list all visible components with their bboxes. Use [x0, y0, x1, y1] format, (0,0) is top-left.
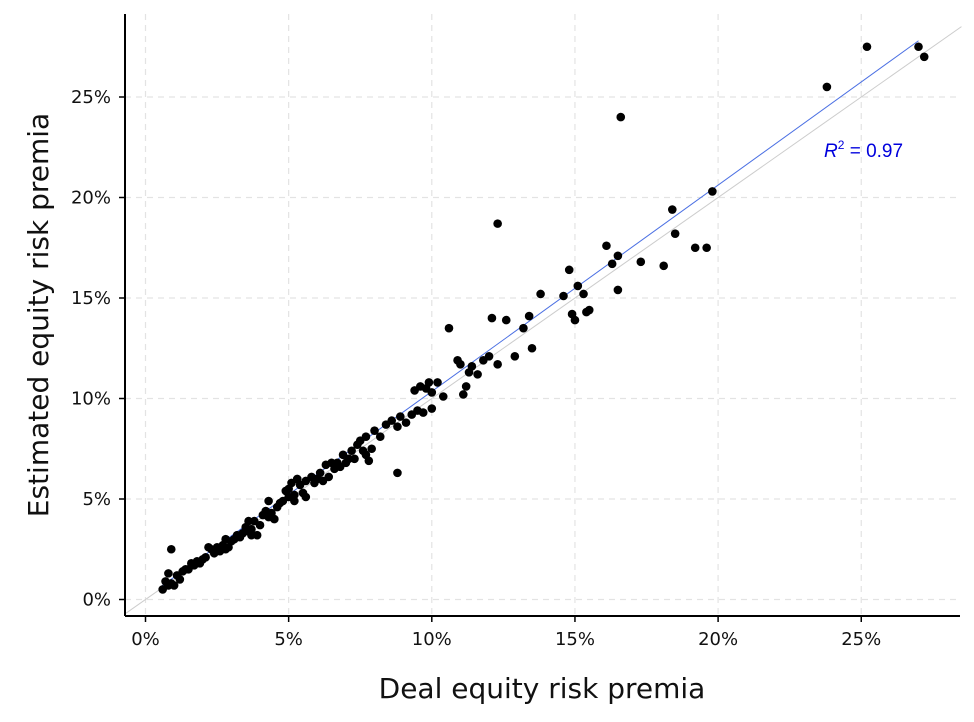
data-point	[201, 552, 210, 562]
y-tick-label: 15%	[71, 288, 111, 309]
x-axis-title: Deal equity risk premia	[379, 672, 706, 705]
data-point	[524, 311, 534, 321]
data-point	[822, 82, 832, 92]
y-tick-label: 25%	[71, 87, 111, 108]
data-point	[914, 42, 923, 52]
data-point	[708, 187, 717, 196]
data-point	[290, 490, 299, 500]
y-tick-label: 20%	[71, 188, 111, 209]
data-point	[573, 281, 583, 291]
data-point	[484, 351, 494, 361]
data-point	[301, 492, 311, 502]
data-point	[607, 259, 617, 269]
data-point	[347, 446, 356, 456]
data-point	[461, 382, 471, 391]
data-point	[636, 257, 646, 267]
r-squared-annotation: R2 = 0.97	[824, 138, 903, 162]
y-tick-label: 10%	[71, 389, 111, 410]
data-point	[670, 229, 680, 238]
r-superscript: 2	[838, 138, 845, 152]
data-point	[527, 343, 537, 353]
data-point	[350, 454, 359, 464]
data-point	[396, 412, 405, 421]
data-point	[659, 261, 669, 271]
y-tick-label: 5%	[82, 489, 111, 510]
x-tick-labels: 0% 5% 10% 15% 20% 25%	[131, 629, 881, 650]
data-points	[158, 42, 929, 594]
data-point	[613, 251, 623, 261]
data-point	[493, 360, 502, 369]
data-point	[393, 468, 402, 478]
data-point	[164, 569, 173, 578]
data-point	[247, 524, 256, 534]
grid	[125, 14, 960, 616]
data-point	[393, 422, 402, 431]
data-point	[264, 496, 273, 506]
data-point	[473, 370, 482, 379]
x-tick-label: 0%	[131, 629, 160, 650]
r-symbol: R	[824, 141, 838, 162]
data-point	[418, 408, 428, 417]
data-point	[559, 291, 568, 301]
data-point	[364, 456, 374, 466]
data-point	[290, 496, 299, 506]
data-point	[919, 52, 929, 62]
data-point	[584, 305, 594, 315]
x-tick-label: 25%	[841, 629, 881, 650]
data-point	[367, 444, 376, 454]
data-point	[270, 514, 279, 524]
data-point	[579, 289, 588, 299]
data-point	[375, 432, 385, 441]
data-point	[458, 390, 468, 399]
data-point	[487, 313, 497, 323]
x-tick-label: 15%	[555, 629, 595, 650]
axes	[119, 14, 960, 622]
data-point	[564, 265, 574, 275]
data-point	[444, 323, 454, 333]
data-point	[401, 418, 411, 427]
data-point	[427, 388, 437, 397]
data-point	[433, 378, 442, 387]
data-point	[361, 432, 371, 441]
data-point	[467, 362, 477, 371]
y-axis-title: Estimated equity risk premia	[22, 113, 55, 517]
data-point	[387, 416, 397, 425]
data-point	[690, 243, 700, 253]
data-point	[427, 404, 437, 413]
data-point	[616, 112, 626, 122]
x-tick-label: 5%	[274, 629, 303, 650]
data-point	[493, 219, 502, 228]
data-point	[438, 392, 448, 401]
data-point	[862, 42, 872, 52]
data-point	[315, 468, 325, 478]
data-point	[570, 315, 580, 325]
data-point	[175, 575, 185, 584]
data-point	[501, 315, 511, 325]
data-point	[702, 243, 711, 253]
data-point	[510, 351, 520, 361]
data-point	[536, 289, 545, 299]
data-point	[169, 581, 179, 590]
data-point	[252, 530, 262, 540]
y-tick-label: 0%	[82, 590, 111, 611]
data-point	[424, 378, 434, 387]
data-point	[166, 544, 176, 554]
y-tick-labels: 0% 5% 10% 15% 20% 25%	[71, 87, 111, 611]
x-tick-label: 20%	[698, 629, 738, 650]
data-point	[324, 472, 334, 482]
data-point	[667, 205, 677, 214]
data-point	[456, 360, 465, 369]
x-tick-label: 10%	[412, 629, 452, 650]
r-value: = 0.97	[844, 141, 903, 162]
data-point	[602, 241, 611, 251]
data-point	[255, 520, 265, 530]
data-point	[370, 426, 379, 435]
data-point	[613, 285, 623, 295]
data-point	[519, 323, 528, 333]
